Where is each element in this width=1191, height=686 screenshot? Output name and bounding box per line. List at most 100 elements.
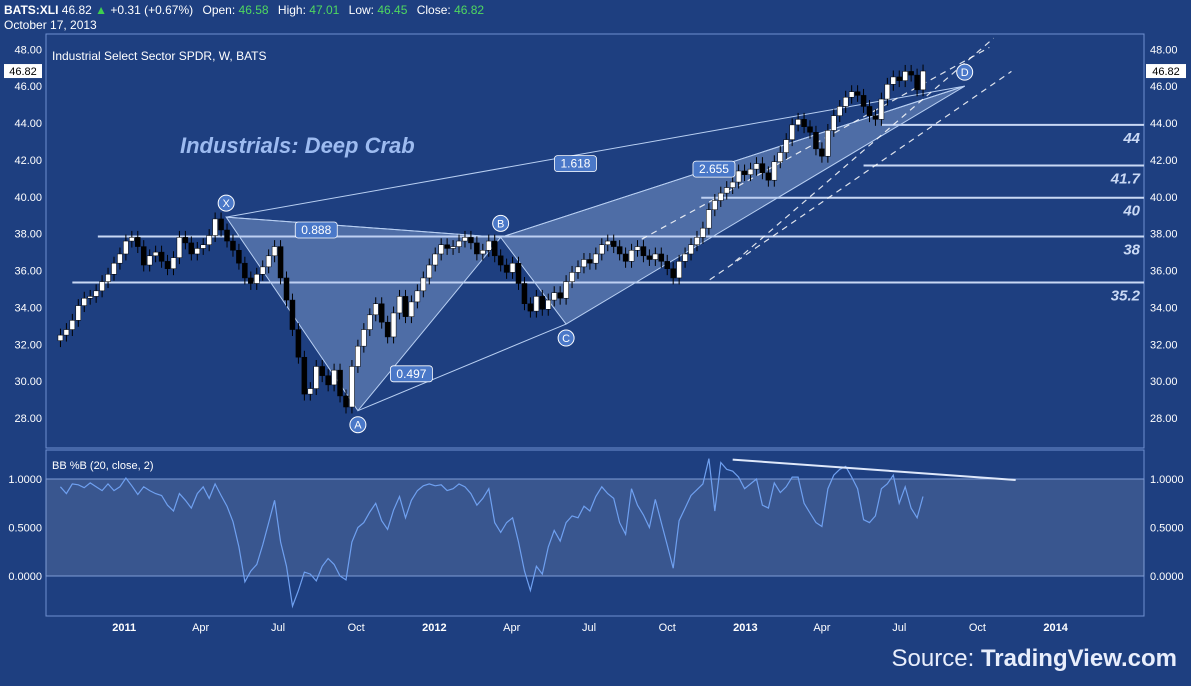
candle-body [99, 281, 105, 292]
price-axis-left-label: 42.00 [14, 155, 42, 167]
osc-axis-left-label: 0.5000 [8, 523, 42, 535]
candle-body [271, 246, 278, 257]
price-axis-left-label: 34.00 [14, 302, 42, 314]
price-axis-right-label: 48.00 [1150, 44, 1178, 56]
last-price: 46.82 [61, 3, 92, 17]
candle-body [63, 329, 70, 336]
x-axis-tick-label: Jul [271, 622, 285, 634]
candle-body [93, 290, 99, 297]
close-value: 46.82 [454, 3, 485, 17]
price-axis-left-label: 44.00 [14, 118, 42, 130]
candle-body [718, 192, 724, 201]
candle-body [539, 296, 546, 310]
candle-body [325, 375, 331, 386]
x-axis-tick-label: Jul [892, 622, 906, 634]
x-axis-tick-label: 2014 [1043, 622, 1068, 634]
candle-body [277, 246, 284, 279]
candle-body [765, 172, 772, 181]
candle-body [747, 168, 754, 175]
candle-body [438, 244, 444, 255]
x-axis-tick-label: Oct [969, 622, 986, 634]
symbol-header: BATS:XLI 46.82 ▲ +0.31 (+0.67%) Open: 46… [0, 0, 1191, 34]
price-axis-right-label: 44.00 [1150, 118, 1178, 130]
candle-body [480, 250, 486, 255]
open-value: 46.58 [238, 3, 269, 17]
candle-body [265, 255, 272, 268]
candle-body [729, 181, 736, 188]
candle-body [884, 84, 891, 100]
candle-body [289, 299, 296, 330]
level-label-40: 40 [1122, 203, 1140, 220]
candle-body [569, 272, 575, 282]
oscillator-trendline [732, 458, 1016, 481]
level-label-44: 44 [1122, 130, 1140, 147]
candle-body [545, 299, 552, 310]
x-axis-tick-label: Apr [503, 622, 520, 634]
osc-axis-right-label: 1.0000 [1150, 474, 1184, 486]
candle-body [337, 369, 343, 397]
candle-body [390, 312, 397, 338]
last-price-badge-left [4, 64, 42, 79]
candle-body [117, 253, 123, 264]
x-axis-tick-label: Apr [813, 622, 830, 634]
candle-body [860, 95, 867, 107]
candle-body [123, 240, 129, 255]
symbol-label[interactable]: BATS:XLI [4, 3, 59, 17]
candle-body [741, 170, 748, 175]
last-price-badge-right-text: 46.82 [1152, 66, 1180, 78]
candle-body [527, 303, 534, 312]
candle-body [194, 248, 201, 255]
candle-body [426, 264, 433, 279]
candle-body [890, 76, 897, 85]
candle-body [634, 246, 641, 251]
candle-body [682, 253, 688, 262]
candle-body [236, 250, 242, 264]
pattern-line-xb [226, 216, 501, 238]
candle-body [491, 240, 498, 257]
pattern-point-label: A [354, 420, 362, 432]
candle-body [230, 240, 236, 251]
pattern-point-label: D [961, 67, 969, 79]
price-axis-left-label: 48.00 [14, 44, 42, 56]
ratio-label-text: 0.888 [301, 223, 331, 237]
candle-body [69, 320, 76, 330]
candle-body [135, 237, 141, 247]
candle-body [759, 163, 766, 174]
ratio-label-box [554, 155, 597, 173]
candle-body [182, 237, 189, 244]
candle-body [604, 240, 611, 245]
candle-body [212, 218, 218, 236]
candle-body [640, 246, 647, 257]
osc-axis-left-label: 1.0000 [8, 474, 42, 486]
osc-axis-right-label: 0.0000 [1150, 571, 1184, 583]
candle-body [789, 124, 795, 140]
candle-body [176, 237, 183, 258]
x-axis-tick-label: Apr [192, 622, 209, 634]
candle-body [854, 91, 861, 96]
candle-body [831, 115, 837, 131]
candle-body [700, 227, 706, 238]
candle-body [616, 246, 623, 255]
last-price-badge-left-text: 46.82 [9, 66, 37, 78]
candle-body [872, 115, 879, 120]
candle-body [878, 98, 885, 120]
candle-body [676, 261, 682, 279]
candle-body [319, 366, 325, 376]
ratio-label-box [294, 221, 338, 239]
candle-body [140, 246, 147, 266]
candle-body [509, 262, 516, 273]
price-axis-right-label: 40.00 [1150, 192, 1178, 204]
candle-body [105, 273, 111, 282]
candle-body [628, 250, 635, 262]
candle-body [218, 218, 224, 231]
candle-body [664, 261, 670, 269]
candle-body [349, 366, 355, 408]
candle-body [688, 244, 694, 255]
high-value: 47.01 [309, 3, 340, 17]
close-label: Close: [416, 3, 451, 17]
osc-axis-right-label: 0.5000 [1150, 523, 1184, 535]
candle-body [795, 119, 801, 126]
candle-body [474, 242, 480, 255]
candle-body [307, 388, 314, 395]
